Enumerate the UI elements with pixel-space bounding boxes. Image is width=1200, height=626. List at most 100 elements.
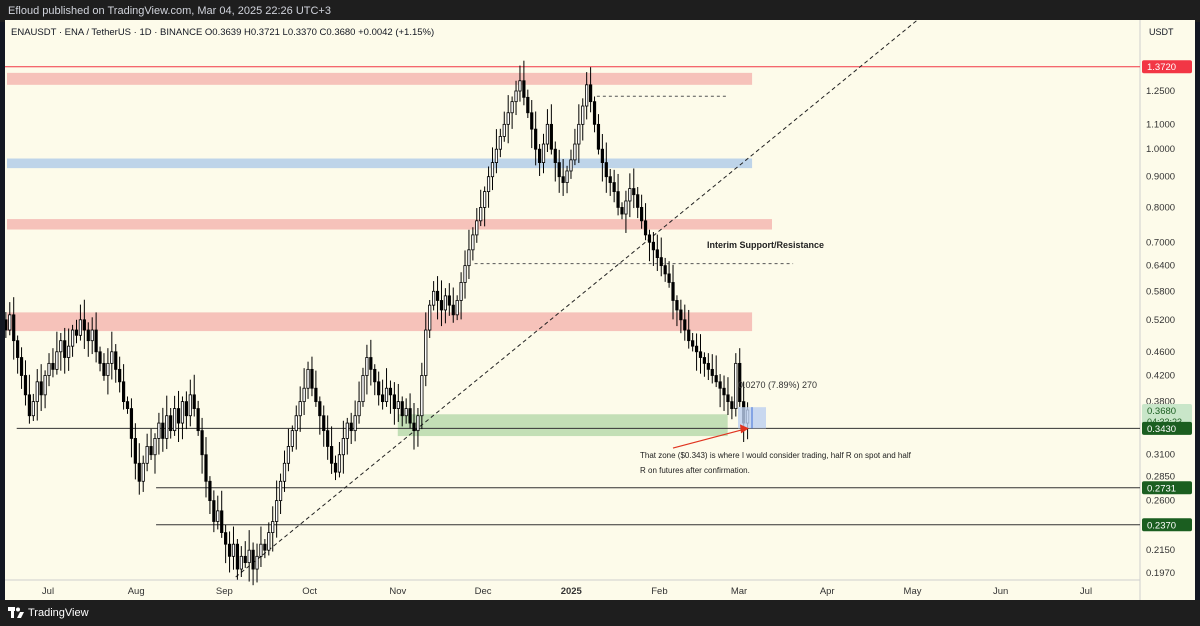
- candle-body: [110, 351, 114, 364]
- candle-body: [369, 357, 373, 370]
- x-tick-label-9: Apr: [820, 586, 835, 597]
- zone-box-2: [7, 219, 772, 230]
- y-tick-label-7: 0.5800: [1146, 286, 1175, 297]
- y-tick-label-6: 0.6400: [1146, 261, 1175, 272]
- candle-body: [518, 80, 522, 92]
- candle-body: [475, 220, 479, 236]
- candle-body: [8, 314, 12, 331]
- y-tick-label-12: 0.3100: [1146, 450, 1175, 461]
- candle-body: [604, 162, 608, 178]
- candle-body: [636, 194, 640, 208]
- candle-body: [655, 249, 659, 259]
- candle-body: [694, 345, 699, 353]
- candle-body: [698, 351, 703, 358]
- candle-body: [451, 304, 455, 316]
- footer-brand: TradingView: [28, 607, 89, 619]
- candle-body: [19, 357, 24, 376]
- candle-body: [271, 521, 275, 533]
- currency-label: USDT: [1149, 27, 1174, 37]
- y-tick-label-14: 0.2600: [1146, 496, 1175, 507]
- x-tick-label-8: Mar: [731, 586, 747, 597]
- candle-body: [514, 90, 518, 103]
- candle-body: [714, 375, 718, 383]
- y-tick-label-2: 1.0000: [1146, 144, 1175, 155]
- candle-body: [392, 394, 396, 409]
- candle-body: [4, 319, 8, 331]
- candle-body: [55, 351, 59, 370]
- annotation-arrowhead: [740, 424, 749, 434]
- candle-body: [541, 143, 546, 163]
- candle-body: [114, 351, 118, 370]
- candle-body: [216, 510, 220, 522]
- candle-body: [322, 415, 326, 432]
- y-tick-label-1: 1.1000: [1146, 119, 1175, 130]
- chart-frame: 0.0270 (7.89%) 270 Interim Support/Resist…: [0, 7, 1195, 600]
- y-tick-label-8: 0.5200: [1146, 315, 1175, 326]
- candle-body: [63, 340, 67, 358]
- price-label-2: 0.3430: [1147, 424, 1176, 435]
- candle-body: [592, 101, 597, 125]
- x-tick-label-12: Jul: [1080, 586, 1092, 597]
- y-tick-label-11: 0.3800: [1146, 397, 1175, 408]
- candle-body: [16, 340, 20, 358]
- footer-bar: TradingView: [0, 600, 1200, 626]
- candle-body: [651, 241, 655, 251]
- candle-body: [137, 462, 141, 482]
- candle-body: [184, 401, 188, 417]
- candle-body: [471, 234, 475, 251]
- candle-body: [341, 438, 345, 456]
- zone-box-0: [7, 72, 753, 85]
- price-label-1: 0.3680: [1147, 406, 1176, 417]
- candle-body: [537, 148, 542, 163]
- candle-body: [643, 220, 648, 236]
- candle-body: [267, 532, 271, 551]
- candle-body: [224, 532, 228, 545]
- x-tick-label-7: Feb: [651, 586, 667, 597]
- price-scale-bg: [1140, 20, 1195, 600]
- candle-body: [31, 401, 35, 417]
- candle-body: [565, 170, 569, 183]
- candle-body: [35, 381, 39, 403]
- candle-body: [467, 249, 471, 267]
- candle-body: [667, 273, 671, 283]
- candle-body: [345, 422, 349, 439]
- candle-body: [86, 329, 90, 342]
- candle-body: [616, 191, 620, 208]
- candle-body: [557, 162, 561, 178]
- candle-body: [82, 319, 86, 331]
- candle-body: [259, 543, 263, 557]
- candle-body: [302, 387, 306, 403]
- price-chart[interactable]: 0.0270 (7.89%) 270 Interim Support/Resist…: [0, 7, 1195, 600]
- candle-body: [388, 387, 393, 396]
- candle-body: [534, 128, 538, 150]
- x-tick-label-11: Jun: [993, 586, 1008, 597]
- candle-body: [176, 408, 181, 424]
- candle-body: [722, 387, 726, 396]
- price-label-bg-4: [1142, 518, 1192, 532]
- candle-body: [333, 462, 338, 473]
- candle-body: [78, 319, 83, 336]
- candle-body: [353, 415, 357, 432]
- candle-body: [235, 543, 239, 570]
- publisher-bar: Efloud published on TradingView.com, Mar…: [0, 0, 1200, 22]
- y-tick-label-3: 0.9000: [1146, 172, 1175, 183]
- x-tick-label-1: Aug: [128, 586, 145, 597]
- candle-body: [133, 438, 137, 464]
- candle-body: [600, 148, 604, 163]
- candle-body: [106, 362, 110, 376]
- candle-body: [479, 207, 483, 222]
- y-tick-label-4: 0.8000: [1146, 202, 1175, 213]
- x-tick-label-3: Oct: [302, 586, 317, 597]
- candle-body: [39, 381, 43, 396]
- price-label-bg-2: [1142, 421, 1192, 435]
- x-tick-label-5: Dec: [475, 586, 492, 597]
- y-tick-label-13: 0.2850: [1146, 472, 1175, 483]
- candle-body: [585, 84, 589, 107]
- candle-body: [734, 362, 738, 409]
- candle-body: [549, 123, 553, 150]
- candle-body: [530, 112, 534, 130]
- zone-note-line-1: That zone ($0.343) is where I would cons…: [640, 451, 912, 460]
- candle-body: [157, 422, 161, 439]
- candle-body: [483, 191, 487, 208]
- candle-body: [494, 148, 499, 163]
